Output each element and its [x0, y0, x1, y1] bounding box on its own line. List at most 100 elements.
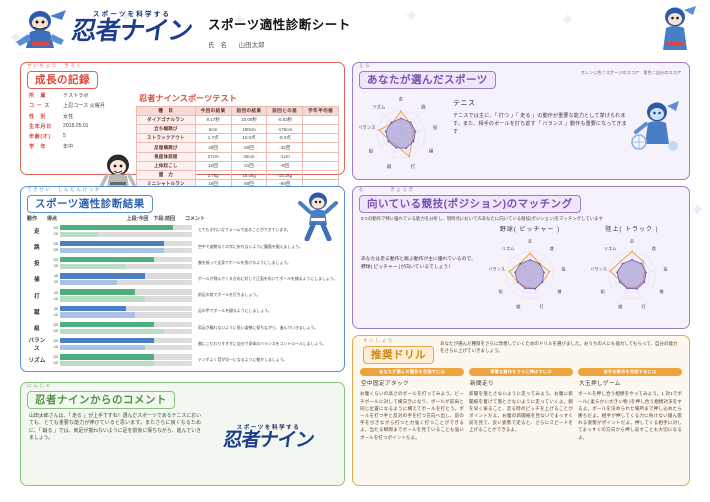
bars-header: 動作 得点 上段:今回 下段:前回 コメント — [21, 213, 344, 223]
radar-axis-label: リズム — [604, 245, 617, 252]
radar-axis-label: 捕 — [659, 288, 663, 295]
bar-comment: ボールが飛んでくる方向に対して正面を向いてボールを捕るようにしましょう。 — [198, 275, 338, 281]
cell-current: 10回 — [194, 160, 232, 171]
cell-current: 1.7点 — [194, 133, 232, 144]
radar-axis-label: 打 — [642, 303, 647, 309]
bar-track-current — [60, 240, 192, 247]
cell-average — [302, 124, 339, 135]
comment-furigana: にんじゃ — [27, 383, 52, 388]
bar-action-label: リズム — [28, 358, 46, 365]
cell-previous: 60回 — [230, 142, 268, 153]
sport-furigana: えら — [359, 63, 372, 68]
cell-previous: 10.00秒 — [230, 114, 268, 126]
radar-axis-label: 捕 — [557, 288, 561, 295]
bar-track-previous — [60, 263, 192, 270]
bar-track-previous — [60, 344, 192, 351]
bar-track-previous — [60, 231, 192, 237]
sports-test-heading: 忍者ナインスポーツテスト — [139, 93, 237, 103]
sport-title: あなたが選んだスポーツ — [359, 70, 496, 89]
cell-previous: 28cm — [230, 151, 268, 162]
radar-axis-label: 打 — [411, 163, 416, 169]
matching-chart-title: 野球( ピッチャー ) — [499, 227, 561, 234]
profile-row: コ ー ス 上忍コース 火曜月 — [29, 101, 134, 111]
bar-action-label: 投 — [34, 261, 40, 268]
radar-axis-label: 組 — [600, 288, 604, 294]
cell-average — [302, 142, 339, 153]
cell-diff: -8回 — [266, 160, 304, 171]
name-label: 氏 名 — [208, 42, 229, 49]
bar-comment: 腕を振って全身でボールを投げるようにしましょう。 — [198, 259, 291, 265]
cell-current: 5cm — [194, 124, 232, 135]
matching-title: 向いている競技(ポジション)のマッチング — [359, 194, 581, 213]
cell-average — [302, 160, 339, 171]
profile-block: 所 属 テストラボ コ ー ス 上忍コース 火曜月 性 別 女性 生年月日 20… — [26, 91, 136, 194]
bar-track-previous — [60, 247, 192, 254]
brand-logo: スポーツを科学する 忍者ナイン — [69, 8, 195, 45]
profile-row: 学 年 年中 — [29, 142, 134, 152]
growth-record-card: せいちょう きろく 成長の記録 所 属 テストラボ コ ー ス 上忍コース 火曜… — [20, 62, 345, 194]
bar-score-values: 40 45 — [53, 289, 58, 301]
radar-axis-label: 跳 — [652, 245, 657, 252]
profile-key: 学 年 — [29, 144, 47, 151]
ninja-mascot-icon — [14, 6, 70, 52]
cell-average — [302, 151, 339, 162]
cell-current: 28回 — [194, 142, 232, 153]
radar-series-1 — [385, 117, 416, 149]
logo-name: 忍者ナイン — [69, 16, 195, 45]
cell-average — [302, 133, 339, 144]
footer-logo-tagline: スポーツを科学する — [236, 424, 301, 431]
cell-diff: -8.3点 — [266, 133, 304, 144]
matching-chart-baseball: 野球( ピッチャー ) 走跳投捕打 蹴 組 バランス リズム — [489, 224, 571, 316]
radar-axis-label: 走 — [528, 239, 533, 245]
bar-track-current — [60, 224, 192, 231]
radar-axis-label: 跳 — [421, 103, 426, 110]
bar-tracks — [60, 273, 192, 286]
growth-title: 成長の記録 — [27, 70, 98, 89]
drill-lead: あなたが選んだ種目をさらに改善していくためのドリルを選びました。おうちの人にも協… — [440, 341, 678, 353]
cell-item: 反復横跳び — [136, 142, 196, 153]
header-comment: コメント — [185, 215, 206, 222]
table-row: ダイアゴナルラン 9.17秒 10.00秒 -0.83秒 — [136, 114, 339, 126]
bar-action-label: 組 — [34, 325, 40, 332]
bar-track-previous — [60, 280, 192, 286]
radar-axis-label: 走 — [630, 239, 635, 245]
sport-name: テニス — [453, 99, 476, 107]
bar-track-current — [60, 273, 192, 279]
bar-score-values: 55 55 — [53, 241, 58, 252]
profile-value: 年中 — [63, 144, 74, 151]
bar-tracks — [60, 257, 192, 270]
growth-furigana: せいちょう きろく — [27, 63, 83, 68]
table-row: 反復横跳び 28回 60回 -32回 — [136, 142, 339, 153]
cell-item: 上体起こし — [136, 160, 196, 171]
bar-row: 跳 55 55 空中で姿勢なくの字に折れないように腹筋を鍛えましょう。 — [21, 239, 344, 255]
matching-chart-track: 陸上( トラック ) 走跳投捕打 蹴 組 バランス リズム — [591, 224, 673, 316]
bar-action-label: バランス — [28, 338, 46, 353]
bar-action-label: 捕 — [34, 277, 40, 284]
profile-key: コ ー ス — [29, 103, 51, 110]
radar-axis-label: 打 — [540, 303, 545, 309]
bar-score-values: 45 30 — [53, 273, 58, 285]
bar-row: リズム 50 50 テンポよく音が均一になるように動かしましょう。 — [21, 352, 344, 368]
ninja-pose-mascot-icon — [296, 189, 340, 241]
header-legend: 上段:今回 下段:前回 — [126, 215, 175, 222]
cell-diff: -175cm — [266, 124, 304, 135]
drill-column: 苦手な動作を克服するには 大玉押しゲーム ボールを押し合う相撲をやってみよう。1… — [578, 367, 682, 441]
radar-axis-label: 投 — [561, 266, 565, 273]
cell-diff: -32回 — [266, 142, 304, 153]
profile-key: 性 別 — [29, 113, 47, 120]
bar-tracks — [60, 337, 192, 351]
student-name-row: 氏 名 山田太郎 — [208, 39, 351, 49]
cell-previous: 10.0点 — [230, 133, 268, 144]
matching-note: あなたは走る動作と跳ぶ動作が主に優れているので、野球( ピッチャー )が向いてい… — [361, 257, 476, 270]
bar-comment: 前足の前でボールを打ちましょう。 — [198, 292, 261, 298]
radar-axis-label: 蹴 — [387, 163, 392, 170]
profile-row: 性 別 女性 — [29, 111, 134, 121]
bar-comment: とてもきれいなフォームで走ることができています。 — [198, 227, 291, 233]
cell-item: 長座体前屈 — [136, 151, 196, 162]
drill-column: あなたが選んだ種目を目指すには 空中固定アタック お腹くらいの高さのボールを打っ… — [360, 367, 464, 441]
ninja-comment-card: にんじゃ 忍者ナインからのコメント 山田太郎さんは、「 走る 」が上手ですね！選… — [20, 382, 345, 486]
footer-logo-name: 忍者ナイン — [222, 428, 316, 451]
col-current: 今回の結果 — [194, 105, 232, 116]
drill-name: 新聞走り — [470, 381, 494, 388]
